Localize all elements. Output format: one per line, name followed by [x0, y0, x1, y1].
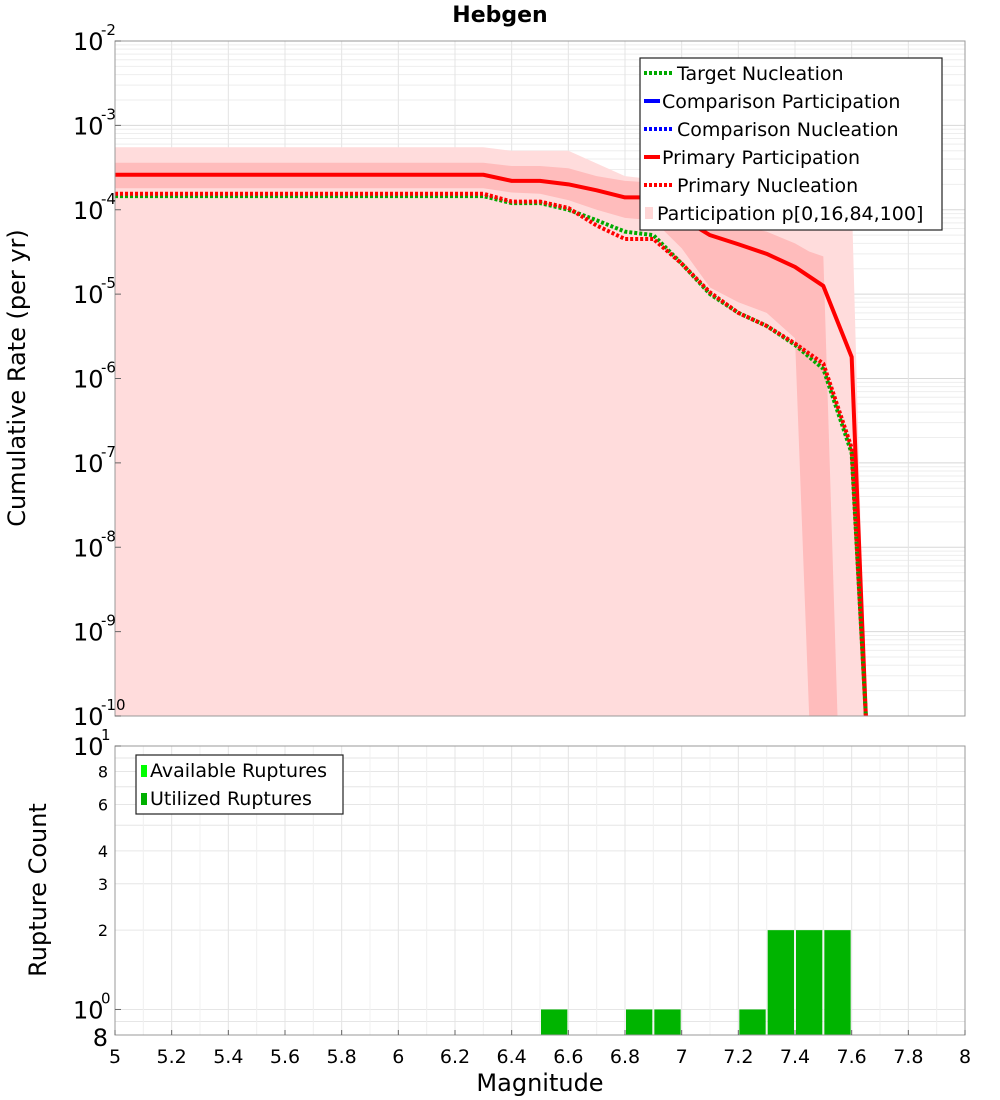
rate-y-tick-exponent: -6: [101, 359, 116, 377]
rate-y-tick-exponent: -3: [101, 105, 116, 123]
legend-primary-nucleation: Primary Nucleation: [677, 175, 858, 197]
magnitude-tick-label: 5: [109, 1046, 121, 1068]
participation-band-outer: [115, 147, 866, 717]
magnitude-tick-label: 6.6: [553, 1046, 583, 1068]
legend-swatch-participation-band: [645, 207, 653, 219]
rate-y-tick-exponent: -7: [101, 443, 116, 461]
magnitude-tick-label: 5.4: [213, 1046, 243, 1068]
rupture-bar: [767, 930, 794, 1035]
magnitude-tick-label: 7.8: [893, 1046, 923, 1068]
legend-swatch-utilized: [141, 793, 147, 805]
magnitude-tick-label: 7.2: [723, 1046, 753, 1068]
rupture-bar: [626, 1009, 653, 1035]
legend-participation-percentiles: Participation p[0,16,84,100]: [657, 203, 923, 225]
magnitude-tick-label: 8: [959, 1046, 971, 1068]
count-y-tick-exponent: 1: [101, 726, 111, 744]
count-y-tick-label: 2: [98, 921, 108, 940]
rate-legend: Target Nucleation Comparison Participati…: [639, 57, 943, 231]
rate-y-tick-exponent: -5: [101, 274, 116, 292]
count-y-tick-label: 6: [98, 795, 108, 814]
rate-y-tick-exponent: -2: [101, 21, 116, 39]
rate-y-axis-label: Cumulative Rate (per yr): [3, 229, 31, 527]
rate-y-ticks: 10-210-310-410-510-610-710-810-910-10: [73, 21, 126, 731]
magnitude-x-ticks: 5 5.2 5.4 5.6 5.8 6 6.2 6.4 6.6 6.8 7 7.2 7.4 7.6 7.8 8: [109, 1030, 971, 1068]
rate-plot-panel: 10-210-310-410-510-610-710-810-910-10 Ta…: [3, 21, 966, 731]
count-y-axis-label: Rupture Count: [24, 803, 52, 977]
magnitude-tick-label: 6.8: [610, 1046, 640, 1068]
count-y-tick-label: 4: [98, 842, 108, 861]
chart-title: Hebgen: [452, 3, 547, 28]
rate-y-tick-base: 10: [73, 619, 104, 647]
rate-y-tick-base: 10: [73, 281, 104, 309]
legend-target-nucleation: Target Nucleation: [676, 63, 844, 85]
count-y-tick-base: 10: [73, 996, 104, 1024]
rate-y-tick-base: 10: [73, 534, 104, 562]
magnitude-tick-label: 5.8: [327, 1046, 357, 1068]
count-legend-box: [135, 754, 344, 815]
legend-comparison-participation: Comparison Participation: [662, 91, 900, 113]
rupture-bar: [541, 1009, 568, 1035]
legend-comparison-nucleation: Comparison Nucleation: [677, 119, 899, 141]
rate-legend-box: [639, 57, 943, 231]
rate-y-tick-base: 10: [73, 28, 104, 56]
rupture-bar: [739, 1009, 766, 1035]
legend-swatch-available: [141, 765, 147, 777]
rate-y-tick-base: 10: [73, 366, 104, 394]
rate-y-tick-exponent: -4: [101, 190, 116, 208]
primary-nucleation-line: [115, 191, 868, 717]
count-y-tick-base: 10: [73, 733, 104, 761]
rupture-bar: [824, 930, 851, 1035]
rate-y-tick-base: 10: [73, 703, 104, 731]
rupture-bars: [541, 930, 851, 1035]
rate-legend-swatches: [644, 71, 672, 219]
magnitude-tick-label: 7.6: [837, 1046, 867, 1068]
magnitude-tick-label: 6: [392, 1046, 404, 1068]
count-legend: Available Ruptures Utilized Ruptures: [135, 754, 344, 815]
count-y-tick-exponent: 0: [101, 989, 111, 1007]
magnitude-tick-label: 5.6: [270, 1046, 300, 1068]
legend-primary-participation: Primary Participation: [662, 147, 860, 169]
magnitude-tick-label: 7.4: [780, 1046, 810, 1068]
count-y-tick-label: 8: [93, 1024, 108, 1052]
legend-utilized-ruptures: Utilized Ruptures: [150, 788, 312, 810]
x-axis-label: Magnitude: [476, 1069, 603, 1097]
count-y-tick-label: 3: [98, 875, 108, 894]
magnitude-tick-label: 5.2: [157, 1046, 187, 1068]
participation-bands: [115, 147, 866, 717]
rate-y-tick-base: 10: [73, 450, 104, 478]
rate-y-tick-base: 10: [73, 197, 104, 225]
rate-y-tick-base: 10: [73, 112, 104, 140]
legend-available-ruptures: Available Ruptures: [150, 760, 327, 782]
rate-y-tick-exponent: -9: [101, 612, 116, 630]
rate-y-tick-exponent: -8: [101, 527, 116, 545]
rate-y-tick-exponent: -10: [101, 696, 126, 714]
magnitude-tick-label: 7: [676, 1046, 688, 1068]
count-y-tick-label: 8: [98, 763, 108, 782]
count-plot-frame: [114, 745, 966, 1036]
rupture-bar: [796, 930, 823, 1035]
magnitude-tick-label: 6.2: [440, 1046, 470, 1068]
rupture-bar: [654, 1009, 681, 1035]
magnitude-tick-label: 6.4: [497, 1046, 527, 1068]
